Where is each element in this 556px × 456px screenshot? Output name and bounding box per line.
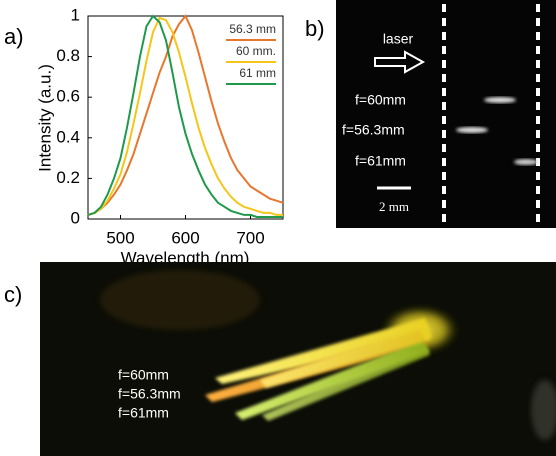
scale-bar-label: 2 mm (379, 199, 409, 214)
focal-label: f=61mm (118, 405, 169, 421)
y-tick-label: 0.4 (56, 127, 80, 146)
focal-label: f=56.3mm (118, 386, 181, 402)
plot: 0 0.2 0.4 0.6 0.8 1 500 600 700 56.3 mm 60 mm. 61 m… (56, 5, 283, 247)
spot (514, 159, 538, 165)
focal-label: f=60mm (118, 367, 169, 383)
panel-label: a) (4, 24, 24, 49)
x-tick-label: 600 (171, 228, 199, 247)
legend-label: 60 mm. (236, 44, 276, 58)
y-tick-label: 0.6 (56, 87, 80, 106)
y-tick-label: 1 (71, 5, 80, 24)
x-tick-label: 700 (236, 228, 264, 247)
y-tick-label: 0 (71, 208, 80, 227)
x-tick-label: 500 (106, 228, 134, 247)
image-b: laser f=60mm f=56.3mm f=61mm 2 mm (336, 0, 556, 228)
focal-label: f=56.3mm (342, 122, 405, 138)
panel-label: c) (4, 282, 22, 307)
spot (456, 127, 488, 133)
y-tick-label: 0.2 (56, 168, 80, 187)
y-axis-label: Intensity (a.u.) (35, 64, 54, 172)
spot (484, 97, 516, 103)
image-c: f=60mm f=56.3mm f=61mm (40, 262, 556, 456)
haze (100, 270, 260, 330)
figure: a) Intensity (a.u.) Wavelength (nm) 00.2… (0, 0, 556, 456)
laser-label: laser (383, 31, 414, 47)
panel-label: b) (305, 16, 325, 41)
y-tick-label: 0.8 (56, 46, 80, 65)
focal-label: f=61mm (355, 153, 406, 169)
focal-label: f=60mm (355, 92, 406, 108)
legend-label: 61 mm (239, 66, 276, 80)
legend-label: 56.3 mm (229, 22, 276, 36)
